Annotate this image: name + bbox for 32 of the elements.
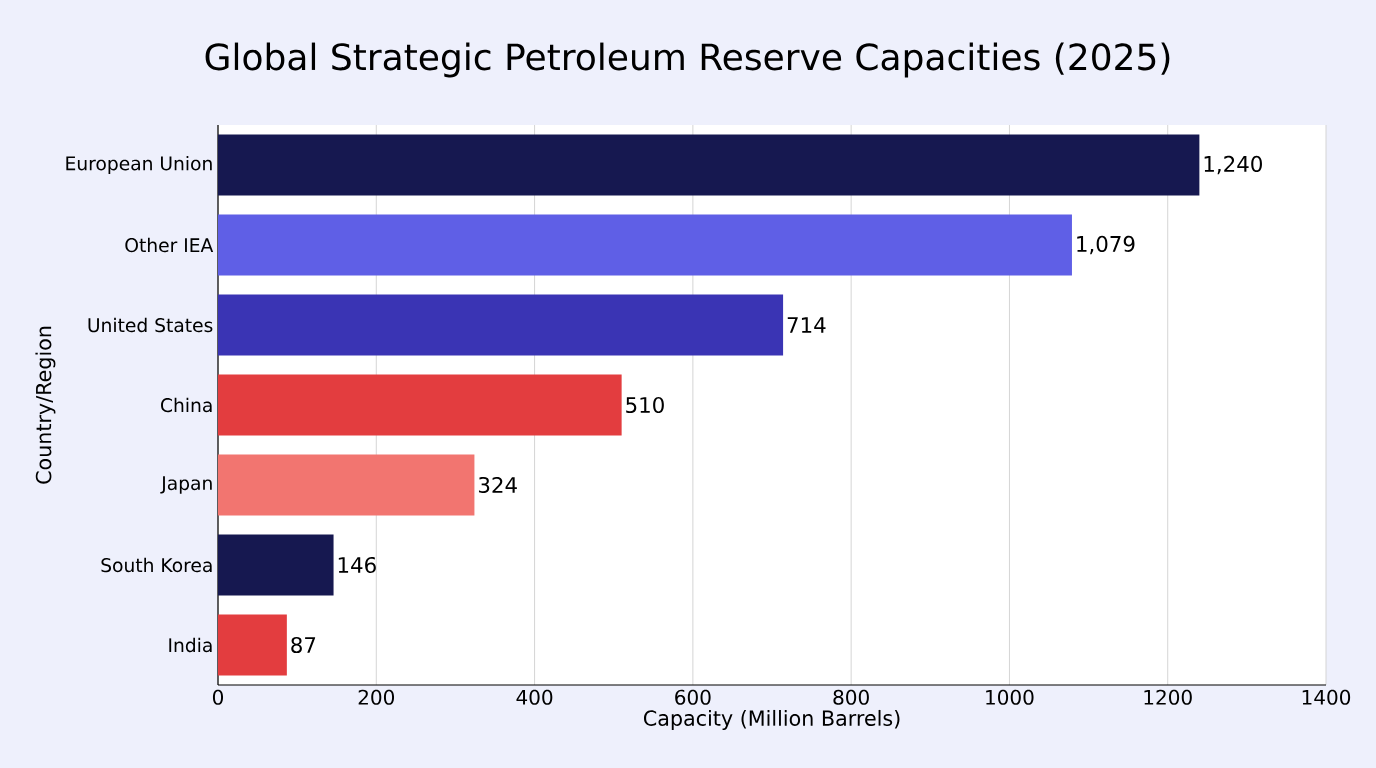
y-axis-title: Country/Region [35, 326, 56, 484]
chart-title: Global Strategic Petroleum Reserve Capacities (2025) [205, 42, 1170, 78]
data-label: 1,240 [1204, 155, 1262, 175]
y-tick-label: South Korea [101, 557, 212, 573]
y-tick-label: Japan [160, 476, 212, 494]
x-tick-label: 600 [675, 689, 711, 705]
bar [218, 134, 1200, 196]
data-label: 510 [626, 396, 664, 414]
bar [218, 534, 334, 596]
x-tick-label: 200 [358, 689, 395, 705]
x-axis-title: Capacity (Million Barrels) [643, 709, 900, 730]
data-label: 87 [291, 636, 316, 654]
x-tick-label: 1200 [1144, 689, 1192, 705]
x-tick-label: 800 [833, 689, 869, 705]
bar [218, 214, 1072, 276]
x-tick-label: 1400 [1302, 689, 1351, 705]
y-tick-label: India [169, 637, 212, 653]
data-label: 324 [478, 476, 517, 494]
y-tick-label: Other IEA [125, 237, 214, 253]
y-tick-label: China [161, 397, 212, 413]
bar [218, 454, 475, 516]
data-label: 714 [787, 317, 826, 333]
y-tick-label: United States [88, 317, 213, 333]
x-tick-label: 400 [516, 689, 553, 705]
y-tick-label: European Union [66, 155, 212, 175]
bar [218, 374, 622, 436]
data-label: 146 [338, 556, 376, 574]
bar [218, 294, 784, 356]
data-label: 1,079 [1077, 235, 1135, 255]
x-tick-label: 1000 [986, 689, 1034, 705]
x-tick-label: 0 [212, 689, 224, 705]
bar [218, 614, 287, 676]
